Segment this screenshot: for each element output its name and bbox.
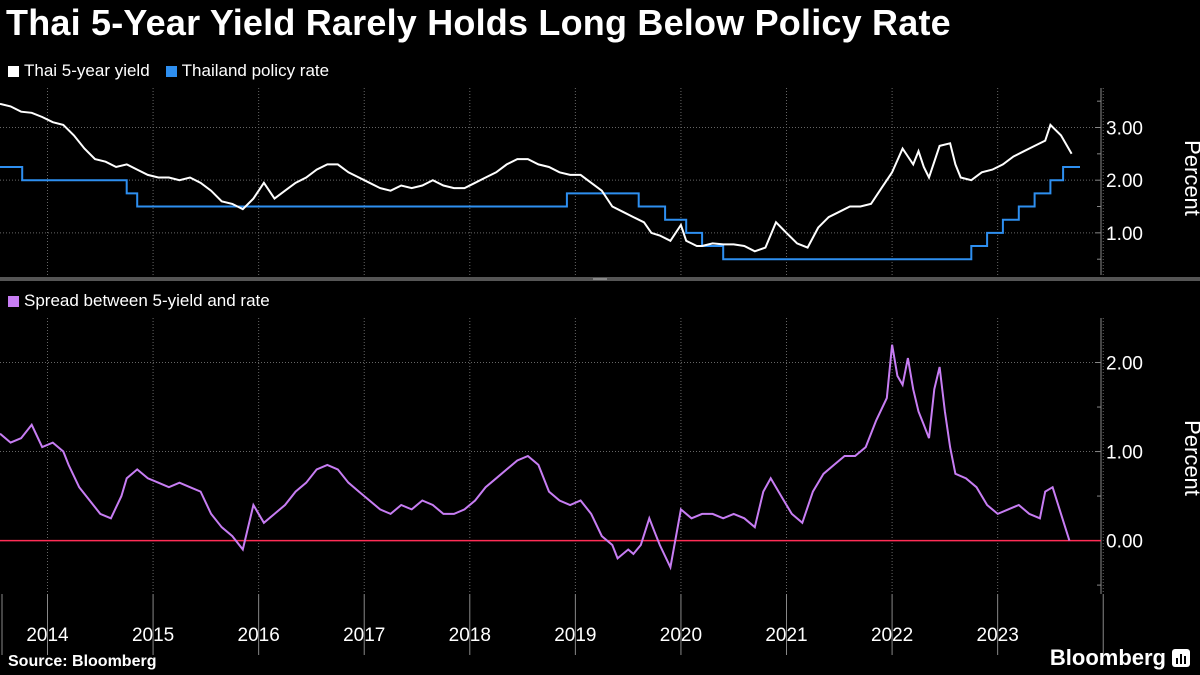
bottom-legend: Spread between 5-yield and rate <box>8 291 286 311</box>
top-y-tick-label: 3.00 <box>1106 119 1143 140</box>
legend-swatch-spread <box>8 295 19 307</box>
bottom-y-tick-label: 1.00 <box>1106 443 1143 464</box>
x-tick-label: 2015 <box>132 625 174 646</box>
top-y-tick-label: 2.00 <box>1106 171 1143 192</box>
x-tick-label: 2023 <box>977 625 1019 646</box>
top-panel-grid <box>0 88 1104 275</box>
legend-swatch-policy <box>165 65 177 77</box>
legend-label-yield: Thai 5-year yield <box>24 61 150 80</box>
top-y-axis-label: Percent <box>1180 140 1200 216</box>
legend-swatch-yield <box>8 65 19 77</box>
bottom-y-tick-label: 0.00 <box>1106 532 1143 553</box>
x-tick-label: 2017 <box>343 625 385 646</box>
legend-label-policy: Thailand policy rate <box>181 61 330 80</box>
top-y-tick-label: 1.00 <box>1106 224 1143 245</box>
x-axis: 2014 2015 2016 2017 2018 2019 2020 2021 2022 2023 <box>1 594 1104 655</box>
legend-item-policy: Thailand policy rate <box>165 61 330 81</box>
series-line-policy-rate <box>0 166 1080 261</box>
bottom-y-axis: 0.00 1.00 2.00 <box>1095 318 1143 594</box>
series-line-spread <box>0 344 1071 571</box>
bloomberg-logo-icon <box>1172 649 1190 667</box>
x-tick-label: 2021 <box>765 625 807 646</box>
brand-name: Bloomberg <box>1049 645 1166 670</box>
legend-item-spread: Spread between 5-yield and rate <box>8 291 270 311</box>
panel-resize-handle[interactable] <box>593 278 607 280</box>
x-tick-label: 2022 <box>871 625 913 646</box>
bottom-y-tick-label: 2.00 <box>1106 354 1143 375</box>
bottom-y-axis-label: Percent <box>1180 420 1200 496</box>
x-tick-label: 2020 <box>660 625 702 646</box>
x-tick-label: 2014 <box>26 625 69 646</box>
top-legend: Thai 5-year yield Thailand policy rate <box>8 61 345 81</box>
legend-label-spread: Spread between 5-yield and rate <box>24 291 270 310</box>
top-y-axis: 1.00 2.00 3.00 <box>1095 88 1143 275</box>
series-line-thai-5y-yield <box>0 102 1073 253</box>
x-tick-label: 2016 <box>238 625 280 646</box>
x-tick-label: 2018 <box>449 625 491 646</box>
x-tick-label: 2019 <box>554 625 596 646</box>
bottom-panel-grid <box>0 318 1104 594</box>
chart-title: Thai 5-Year Yield Rarely Holds Long Belo… <box>6 2 951 43</box>
legend-item-yield: Thai 5-year yield <box>8 61 150 81</box>
bloomberg-logo: Bloomberg <box>1050 645 1190 671</box>
source-note: Source: Bloomberg <box>8 653 157 670</box>
